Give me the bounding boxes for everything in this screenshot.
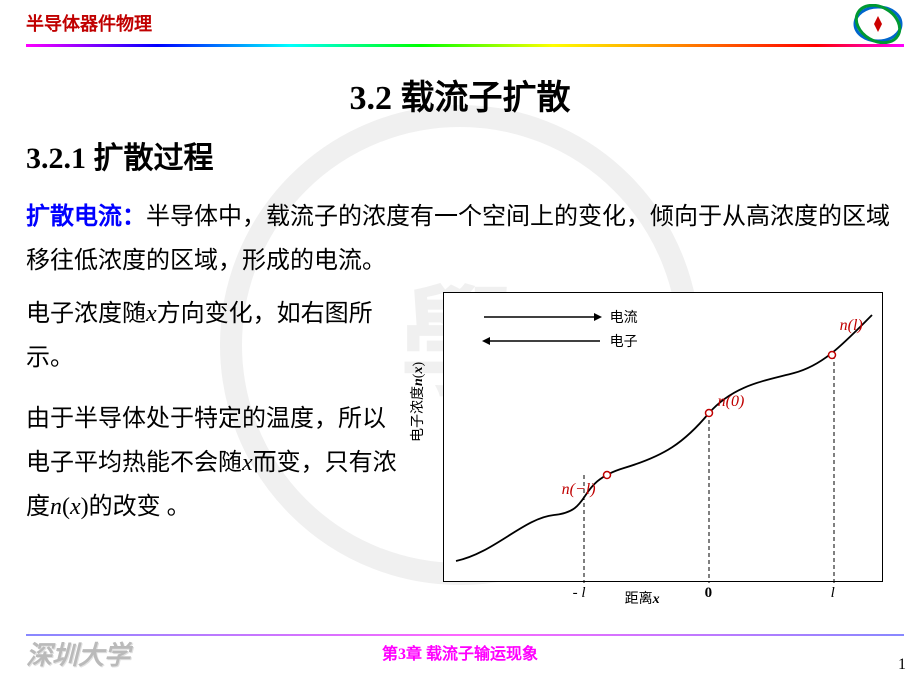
subsection-title: 3.2.1 扩散过程	[26, 133, 894, 177]
intro-paragraph: 扩散电流：半导体中，载流子的浓度有一个空间上的变化，倾向于从高浓度的区域移往低浓…	[26, 195, 894, 284]
left-p2: 由于半导体处于特定的温度，所以电子平均热能不会随x而变，只有浓度n(x)的改变 …	[26, 397, 403, 530]
chart-box: 电流 电子	[443, 292, 883, 582]
x-axis-label: 距离x	[625, 588, 660, 608]
chart-svg	[444, 293, 884, 583]
two-column: 电子浓度随x方向变化，如右图所示。 由于半导体处于特定的温度，所以电子平均热能不…	[26, 292, 894, 612]
keyword-label: 扩散电流：	[26, 204, 146, 230]
footer-divider	[26, 634, 904, 636]
tick-minus-l: - l	[573, 585, 586, 602]
tick-zero: 0	[705, 585, 713, 602]
y-axis-label: 电子浓度n(x)	[407, 362, 427, 442]
diffusion-chart: 电子浓度n(x) 电流	[415, 292, 885, 612]
chapter-footer: 第3章 载流子输运现象	[0, 640, 920, 664]
header-divider	[26, 44, 904, 47]
label-n-zero: n(0)	[718, 393, 745, 411]
left-column: 电子浓度随x方向变化，如右图所示。 由于半导体处于特定的温度，所以电子平均热能不…	[26, 292, 403, 612]
label-n-l: n(l)	[840, 317, 863, 335]
left-p1: 电子浓度随x方向变化，如右图所示。	[26, 292, 403, 381]
page-number: 1	[898, 656, 906, 674]
university-logo	[852, 4, 904, 49]
course-header: 半导体器件物理	[26, 10, 152, 36]
right-column: 电子浓度n(x) 电流	[415, 292, 894, 612]
density-curve	[456, 315, 872, 561]
intro-text: 半导体中，载流子的浓度有一个空间上的变化，倾向于从高浓度的区域移往低浓度的区域，…	[26, 204, 890, 274]
tick-l: l	[831, 585, 835, 602]
main-content: 3.2 载流子扩散 3.2.1 扩散过程 扩散电流：半导体中，载流子的浓度有一个…	[26, 60, 894, 612]
label-n-minus-l: n(−l)	[562, 481, 596, 499]
section-title: 3.2 载流子扩散	[26, 70, 894, 119]
